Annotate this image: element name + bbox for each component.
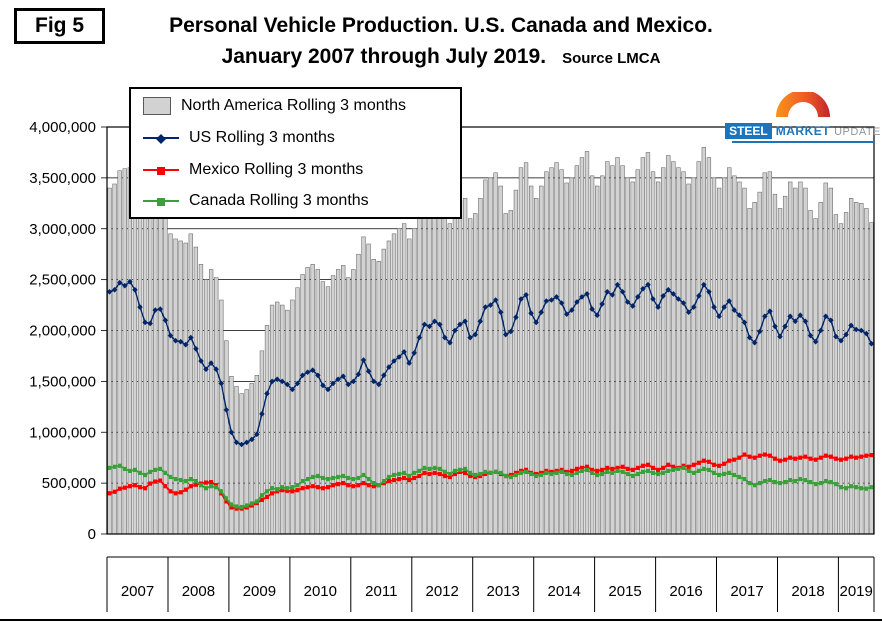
svg-text:4,000,000: 4,000,000 xyxy=(29,119,96,136)
figure-label: Fig 5 xyxy=(14,8,106,44)
canada-line-swatch-icon xyxy=(143,197,179,206)
svg-text:2,000,000: 2,000,000 xyxy=(29,323,96,340)
us-diamond-marker-icon xyxy=(156,134,166,145)
svg-text:1,000,000: 1,000,000 xyxy=(29,424,96,441)
north-america-bar-swatch-icon xyxy=(143,97,171,115)
svg-text:1,500,000: 1,500,000 xyxy=(29,373,96,390)
svg-text:3,000,000: 3,000,000 xyxy=(29,221,96,238)
svg-text:500,000: 500,000 xyxy=(42,475,96,492)
logo-text: STEEL MARKET UPDATE xyxy=(725,123,880,143)
svg-text:2016: 2016 xyxy=(669,583,702,600)
legend-item-mexico: Mexico Rolling 3 months xyxy=(143,160,448,178)
legend-item-us: US Rolling 3 months xyxy=(143,130,448,146)
svg-text:2014: 2014 xyxy=(548,583,581,600)
canada-square-marker-icon xyxy=(157,197,165,206)
steel-market-update-logo: STEEL MARKET UPDATE xyxy=(725,90,880,143)
svg-text:2011: 2011 xyxy=(365,583,397,600)
chart-subtitle: January 2007 through July 2019. Source LM… xyxy=(0,45,882,69)
us-line-swatch-icon xyxy=(143,134,179,145)
legend-label-mexico: Mexico Rolling 3 months xyxy=(189,160,364,178)
svg-text:2009: 2009 xyxy=(243,583,276,600)
chart-title-block: Personal Vehicle Production. U.S. Canada… xyxy=(0,14,882,69)
logo-arc-icon xyxy=(776,90,830,117)
x-axis-labels: 2007 2008 2009 2010 2011 2012 2013 2014 2015 2016… xyxy=(121,583,873,600)
chart-title: Personal Vehicle Production. U.S. Canada… xyxy=(169,14,713,37)
mexico-square-marker-icon xyxy=(157,166,165,175)
legend-item-canada: Canada Rolling 3 months xyxy=(143,191,448,209)
legend-label-us: US Rolling 3 months xyxy=(189,129,335,147)
logo-word-steel: STEEL xyxy=(725,123,772,139)
svg-text:2008: 2008 xyxy=(182,583,215,600)
legend-item-north-america: North America Rolling 3 months xyxy=(143,97,448,115)
plot-border xyxy=(106,126,875,535)
svg-text:2012: 2012 xyxy=(426,583,459,600)
svg-text:3,500,000: 3,500,000 xyxy=(29,170,96,187)
legend-label-north-america: North America Rolling 3 months xyxy=(181,97,406,114)
line-canada xyxy=(107,463,874,510)
y-axis-labels: 4,000,000 3,500,000 3,000,000 2,500,000 2,00… xyxy=(29,119,96,543)
svg-text:0: 0 xyxy=(88,526,96,543)
logo-word-market: MARKET xyxy=(775,124,831,138)
svg-text:2018: 2018 xyxy=(791,583,824,600)
svg-text:2017: 2017 xyxy=(730,583,763,600)
legend: North America Rolling 3 months US Rollin… xyxy=(129,87,462,219)
date-range: January 2007 through July 2019. xyxy=(221,45,547,68)
svg-text:2019: 2019 xyxy=(840,583,873,600)
svg-text:2013: 2013 xyxy=(487,583,520,600)
svg-text:2,500,000: 2,500,000 xyxy=(29,272,96,289)
svg-text:2007: 2007 xyxy=(121,583,154,600)
line-us xyxy=(106,278,875,448)
svg-text:2015: 2015 xyxy=(608,583,641,600)
logo-word-update: UPDATE xyxy=(834,126,881,138)
legend-label-canada: Canada Rolling 3 months xyxy=(189,191,369,209)
mexico-line-swatch-icon xyxy=(143,166,179,175)
x-axis xyxy=(106,556,875,612)
svg-text:2010: 2010 xyxy=(304,583,337,600)
source-credit: Source LMCA xyxy=(562,50,661,67)
